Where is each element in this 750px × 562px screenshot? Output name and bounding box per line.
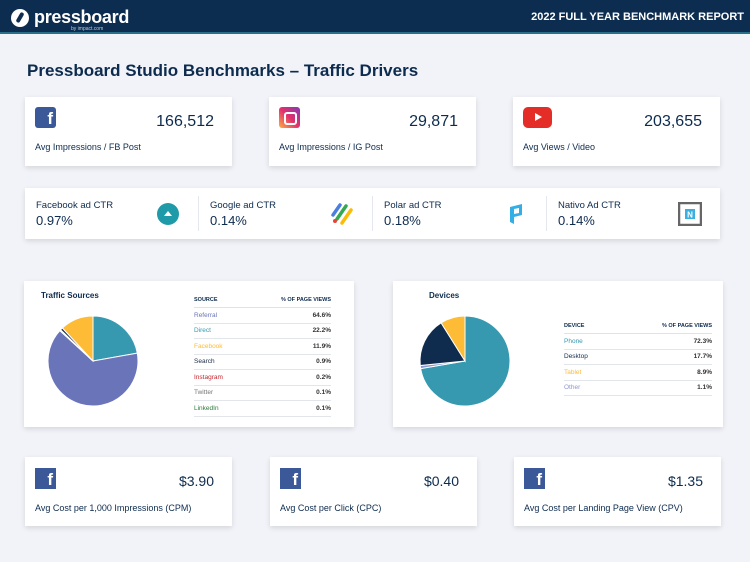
facebook-icon: f: [35, 468, 56, 489]
row-label: Search: [194, 354, 245, 370]
facebook-icon: f: [524, 468, 545, 489]
row-label: Desktop: [564, 349, 612, 365]
chart-title: Devices: [429, 291, 460, 300]
nativo-icon: N: [678, 202, 702, 226]
column-header: % OF PAGE VIEWS: [611, 319, 712, 334]
row-value: 0.1%: [244, 400, 331, 417]
row-value: 0.9%: [244, 354, 331, 370]
row-label: Facebook: [194, 338, 245, 355]
report-title: 2022 FULL YEAR BENCHMARK REPORT: [531, 11, 744, 23]
pie-slice-tablet: [440, 315, 466, 363]
traffic-sources-pie: [47, 315, 139, 407]
pressboard-logo-icon: [11, 8, 29, 27]
kpi-card-ig: 29,871 Avg Impressions / IG Post: [269, 97, 476, 166]
table-row: Desktop 17.7%: [564, 349, 712, 365]
cost-card-cpv: f $1.35 Avg Cost per Landing Page View (CP…: [514, 457, 721, 526]
column-header: % OF PAGE VIEWS: [244, 293, 331, 308]
kpi-card-fb: f 166,512 Avg Impressions / FB Post: [25, 97, 232, 166]
table-row: Facebook 11.9%: [194, 338, 331, 355]
row-value: 1.1%: [611, 380, 712, 396]
row-label: Direct: [194, 323, 245, 339]
facebook-icon: f: [35, 107, 56, 128]
table-row: LinkedIn 0.1%: [194, 400, 331, 417]
svg-text:N: N: [687, 211, 693, 220]
kpi-card-yt: 203,655 Avg Views / Video: [513, 97, 720, 166]
page-title: Pressboard Studio Benchmarks – Traffic D…: [27, 61, 419, 80]
table-row: Referral 64.6%: [194, 307, 331, 324]
row-value: 22.2%: [244, 323, 331, 339]
row-label: Phone: [564, 333, 612, 350]
header: pressboard by impact.com 2022 FULL YEAR B…: [0, 0, 750, 34]
traffic-sources-card: Traffic Sources SOURCE% OF PAGE VIEWS Ref…: [24, 281, 354, 427]
row-label: LinkedIn: [194, 400, 245, 417]
devices-pie: [419, 315, 511, 407]
table-row: Phone 72.3%: [564, 333, 712, 350]
devices-table: DEVICE% OF PAGE VIEWS Phone 72.3% Desktop 17…: [564, 319, 712, 396]
row-value: 64.6%: [244, 307, 331, 324]
row-label: Other: [564, 380, 612, 396]
row-label: Twitter: [194, 385, 245, 401]
column-header: SOURCE: [194, 293, 245, 308]
devices-card: Devices DEVICE% OF PAGE VIEWS Phone 72.3% D…: [393, 281, 723, 427]
traffic-sources-table: SOURCE% OF PAGE VIEWS Referral 64.6% Direct…: [194, 293, 331, 417]
table-row: Instagram 0.2%: [194, 369, 331, 386]
column-header: DEVICE: [564, 319, 612, 334]
facebook-icon: f: [280, 468, 301, 489]
ctr-polar: Polar ad CTR 0.18%: [373, 196, 547, 231]
pressboard-logo[interactable]: pressboard by impact.com: [11, 7, 129, 32]
ctr-nativo: Nativo Ad CTR 0.14% N: [547, 196, 720, 231]
table-row: Other 1.1%: [564, 380, 712, 396]
cost-card-cpm: f $3.90 Avg Cost per 1,000 Impressions (CP…: [25, 457, 232, 526]
pie-slice-referral: [47, 329, 139, 407]
instagram-icon: [279, 107, 300, 128]
pie-slice-facebook: [61, 315, 94, 363]
cost-card-cpc: f $0.40 Avg Cost per Click (CPC): [270, 457, 477, 526]
ctr-bar: Facebook ad CTR 0.97% Google ad CTR 0.14% …: [25, 188, 720, 239]
chart-title: Traffic Sources: [41, 291, 99, 300]
pie-slice-direct: [92, 315, 138, 362]
ctr-facebook: Facebook ad CTR 0.97%: [25, 196, 199, 231]
table-row: Tablet 8.9%: [564, 364, 712, 381]
row-label: Instagram: [194, 369, 245, 386]
table-row: Twitter 0.1%: [194, 385, 331, 401]
polar-icon: [510, 204, 522, 224]
row-value: 0.1%: [244, 385, 331, 401]
row-value: 0.2%: [244, 369, 331, 386]
row-value: 17.7%: [611, 349, 712, 365]
row-label: Referral: [194, 307, 245, 324]
pie-slice-desktop: [419, 322, 466, 367]
google-ads-icon: [331, 203, 353, 225]
table-row: Search 0.9%: [194, 354, 331, 370]
row-value: 8.9%: [611, 364, 712, 381]
row-value: 11.9%: [244, 338, 331, 355]
meta-ads-icon: [157, 203, 179, 225]
table-row: Direct 22.2%: [194, 323, 331, 339]
youtube-icon: [523, 107, 552, 128]
row-value: 72.3%: [611, 333, 712, 350]
row-label: Tablet: [564, 364, 612, 381]
ctr-google: Google ad CTR 0.14%: [199, 196, 373, 231]
